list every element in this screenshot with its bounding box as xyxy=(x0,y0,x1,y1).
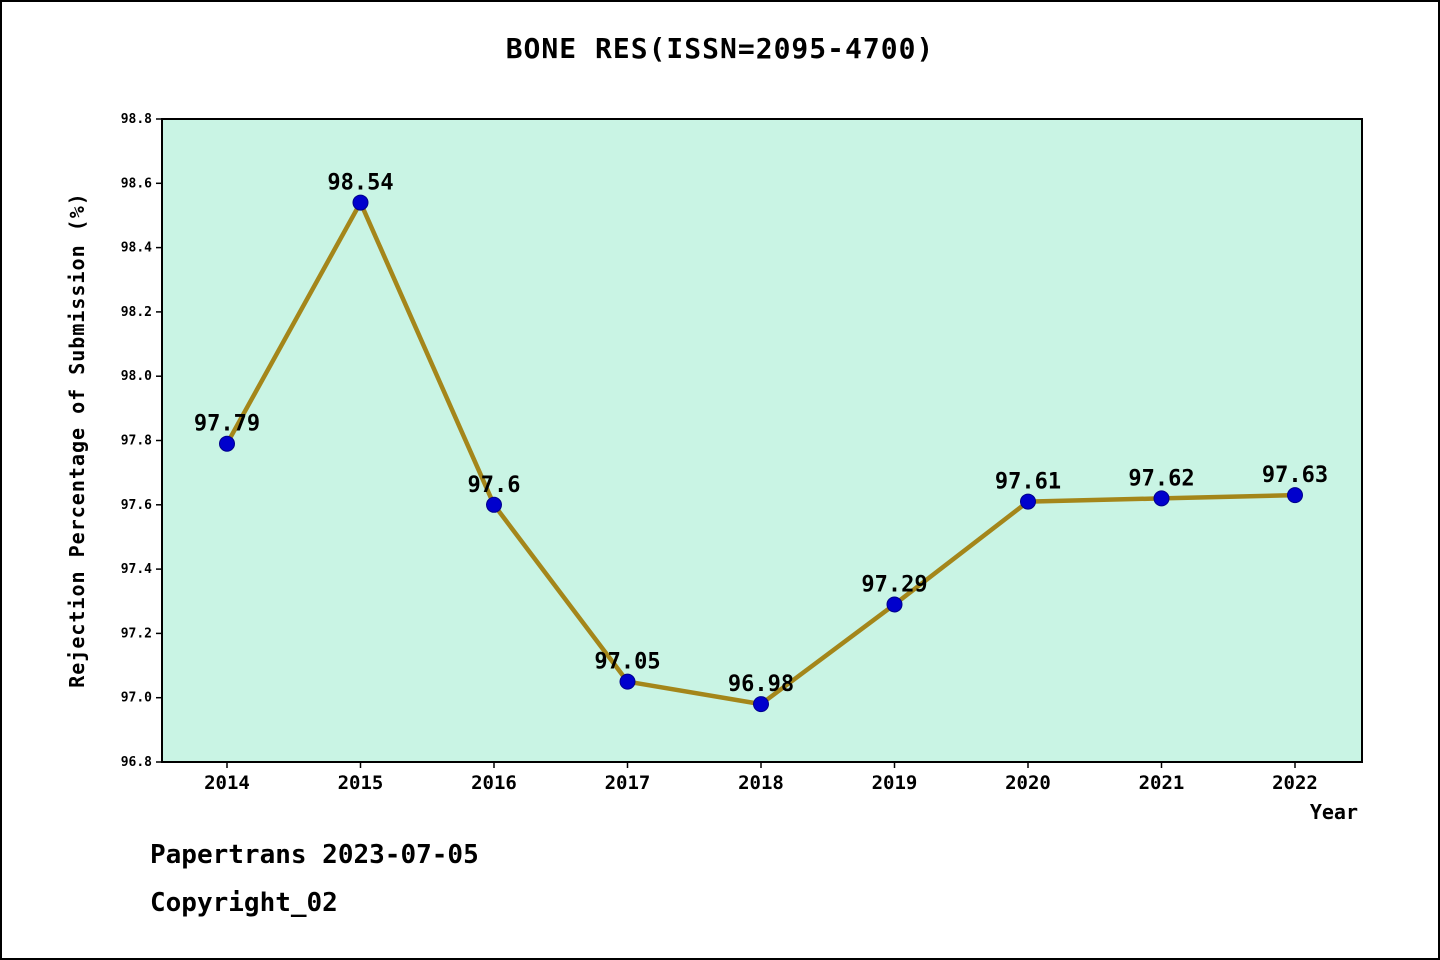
footer-copyright: Copyright_02 xyxy=(150,888,338,918)
x-tick-label: 2019 xyxy=(872,772,918,794)
data-point xyxy=(1020,493,1036,510)
plot-background xyxy=(162,119,1362,762)
y-tick-label: 98.6 xyxy=(121,176,152,191)
point-value-label: 97.6 xyxy=(468,473,521,498)
x-tick-label: 2017 xyxy=(605,772,651,794)
point-value-label: 97.61 xyxy=(995,470,1061,495)
data-point xyxy=(753,696,769,713)
y-tick-label: 96.8 xyxy=(121,755,152,770)
y-tick-label: 97.4 xyxy=(121,562,152,577)
point-value-label: 97.63 xyxy=(1262,463,1328,488)
y-tick-label: 98.8 xyxy=(121,112,152,127)
plot-frame xyxy=(161,118,1363,763)
data-point xyxy=(1287,487,1303,504)
data-point xyxy=(352,194,369,211)
y-tick-label: 98.2 xyxy=(121,305,152,320)
point-value-label: 97.29 xyxy=(861,572,927,597)
point-value-label: 97.79 xyxy=(194,412,260,437)
y-tick-label: 97.2 xyxy=(121,626,152,641)
x-tick-label: 2020 xyxy=(1005,772,1051,794)
x-axis-label: Year xyxy=(1309,800,1358,824)
data-point xyxy=(886,596,903,613)
point-value-label: 98.54 xyxy=(327,171,393,196)
footer-papertrans-date: Papertrans 2023-07-05 xyxy=(150,840,479,870)
point-value-label: 97.62 xyxy=(1128,466,1194,491)
y-tick-label: 97.8 xyxy=(121,434,152,449)
x-tick-label: 2016 xyxy=(471,772,517,794)
data-point xyxy=(486,496,502,513)
x-tick-label: 2022 xyxy=(1272,772,1318,794)
x-tick-label: 2014 xyxy=(204,772,250,794)
point-value-label: 97.05 xyxy=(594,650,660,675)
data-point xyxy=(1153,490,1170,507)
data-point xyxy=(219,435,235,452)
data-point xyxy=(619,673,636,690)
x-tick-label: 2021 xyxy=(1139,772,1185,794)
y-tick-label: 97.0 xyxy=(121,691,152,706)
y-tick-label: 98.4 xyxy=(121,241,152,256)
x-tick-label: 2015 xyxy=(338,772,384,794)
chart-title: BONE RES(ISSN=2095-4700) xyxy=(505,32,935,65)
y-tick-label: 98.0 xyxy=(121,369,152,384)
point-value-label: 96.98 xyxy=(728,672,794,697)
y-tick-label: 97.6 xyxy=(121,498,152,513)
x-tick-label: 2018 xyxy=(738,772,784,794)
